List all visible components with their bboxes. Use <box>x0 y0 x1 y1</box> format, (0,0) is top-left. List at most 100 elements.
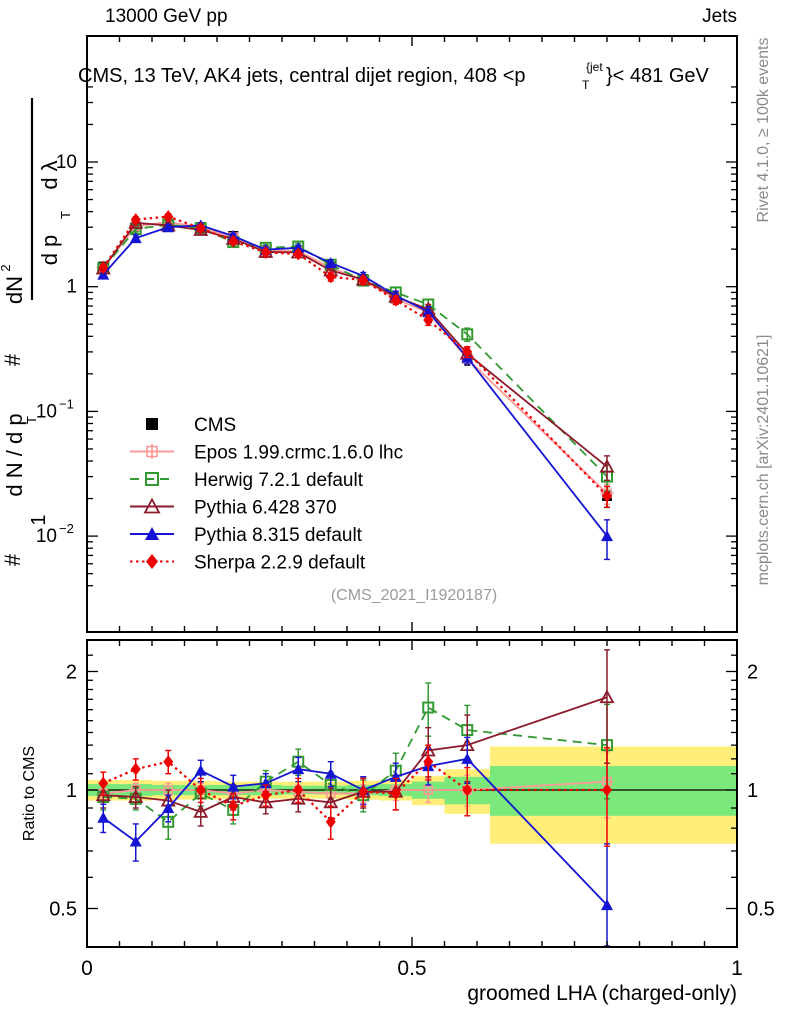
data-marker <box>130 213 141 227</box>
y-axis-label-part: # <box>0 553 25 566</box>
data-marker <box>358 785 369 799</box>
y-tick-label: 10 <box>36 401 57 422</box>
data-marker <box>97 811 110 823</box>
data-marker <box>260 788 271 802</box>
title-tail: }< 481 GeV <box>606 65 710 87</box>
data-marker <box>602 489 612 503</box>
data-marker <box>601 530 613 542</box>
data-marker <box>194 764 207 776</box>
data-marker <box>324 767 337 779</box>
ratio-y-tick-label-right: 1 <box>747 780 758 802</box>
title-subscript: T <box>582 78 590 92</box>
uncertainty-bands <box>87 746 737 844</box>
data-marker <box>193 803 209 818</box>
band-inner <box>490 766 737 816</box>
ratio-series <box>98 744 612 847</box>
data-marker <box>162 802 175 814</box>
data-marker <box>144 444 160 459</box>
data-marker <box>423 313 434 327</box>
data-marker <box>98 776 109 790</box>
legend-label: Herwig 7.2.1 default <box>194 470 364 491</box>
data-marker <box>145 527 159 540</box>
legend-label: Epos 1.99.crmc.1.6.0 lhc <box>194 443 403 464</box>
y-tick-label: 10 <box>36 526 57 547</box>
legend-item[interactable]: Herwig 7.2.1 default <box>130 470 364 491</box>
data-marker <box>602 783 612 797</box>
data-marker <box>599 689 615 704</box>
legend-label: Pythia 6.428 370 <box>194 498 337 519</box>
data-marker <box>423 755 434 769</box>
y-axis-label-part: 2 <box>0 264 13 271</box>
ratio-y-tick-label: 0.5 <box>49 899 77 921</box>
data-marker <box>462 345 473 359</box>
category-label: Jets <box>702 6 737 27</box>
data-marker <box>129 835 142 847</box>
y-axis-label-part: 1 <box>28 514 50 525</box>
legend-item[interactable]: Sherpa 2.2.9 default <box>130 553 366 574</box>
data-marker <box>258 794 274 809</box>
series-line <box>102 221 608 468</box>
main-series <box>98 210 612 509</box>
data-marker <box>293 783 304 797</box>
legend-item[interactable]: Pythia 6.428 370 <box>130 498 337 519</box>
legend-label: Pythia 8.315 default <box>194 525 363 546</box>
ratio-panel-frame <box>86 639 738 948</box>
data-marker <box>146 418 158 430</box>
data-marker <box>227 780 240 792</box>
y-axis-label-part: d p <box>37 235 62 266</box>
data-marker <box>228 799 239 813</box>
title-superscript: {jet <box>586 60 603 74</box>
ratio-y-tick-label-right: 2 <box>747 662 758 684</box>
main-series <box>97 219 613 561</box>
legend-label: CMS <box>194 415 236 436</box>
data-marker <box>130 762 141 776</box>
y-axis-label-part: d N / d p <box>2 413 27 496</box>
ratio-y-tick-label: 2 <box>66 662 77 684</box>
mcplots-source-label: mcplots.cern.ch [arXiv:2401.10621] <box>755 335 772 586</box>
legend-item[interactable]: Pythia 8.315 default <box>130 525 363 546</box>
rivet-version-label: Rivet 4.1.0, ≥ 100k events <box>755 38 772 223</box>
x-tick-label: 1 <box>731 957 743 980</box>
legend: CMS Epos 1.99.crmc.1.6.0 lhc Herwig 7.2.1 … <box>130 415 403 574</box>
data-marker <box>390 293 401 307</box>
data-marker <box>292 763 305 775</box>
data-marker <box>421 783 435 797</box>
x-axis-label: groomed LHA (charged-only) <box>467 982 737 1005</box>
legend-item[interactable]: Epos 1.99.crmc.1.6.0 lhc <box>130 443 403 464</box>
data-marker <box>163 210 174 224</box>
ratio-y-tick-label-right: 0.5 <box>747 899 775 921</box>
ratio-y-tick-label: 1 <box>66 780 77 802</box>
analysis-watermark: (CMS_2021_I1920187) <box>331 587 497 604</box>
data-marker <box>163 755 174 769</box>
data-marker <box>601 899 613 911</box>
y-axis-label-part: d λ <box>37 160 62 189</box>
data-marker <box>325 815 336 829</box>
data-marker <box>599 458 615 473</box>
data-marker <box>98 261 109 275</box>
y-axis-label-part: T <box>24 416 39 424</box>
data-marker <box>422 305 435 317</box>
y-axis-label-part: # <box>0 353 25 366</box>
data-marker <box>195 221 206 235</box>
y-tick-exponent: −1 <box>59 396 74 411</box>
data-marker <box>128 789 144 803</box>
main-series <box>98 217 612 509</box>
y-axis-label-main: #1d N / d pT#dN2d pTd λ <box>0 98 73 566</box>
data-marker <box>145 472 159 486</box>
data-marker <box>293 247 304 261</box>
title-main: CMS, 13 TeV, AK4 jets, central dijet reg… <box>78 65 526 87</box>
data-marker <box>461 752 474 764</box>
x-tick-label: 0 <box>81 957 93 980</box>
y-tick-exponent: −2 <box>59 521 74 536</box>
data-marker <box>324 256 337 268</box>
data-marker <box>143 497 161 514</box>
main-series <box>95 214 615 482</box>
data-marker <box>461 328 474 341</box>
data-marker <box>146 554 158 569</box>
data-marker <box>290 790 306 805</box>
data-marker <box>325 270 336 284</box>
legend-item[interactable]: CMS <box>146 415 236 436</box>
legend-label: Sherpa 2.2.9 default <box>194 553 366 574</box>
